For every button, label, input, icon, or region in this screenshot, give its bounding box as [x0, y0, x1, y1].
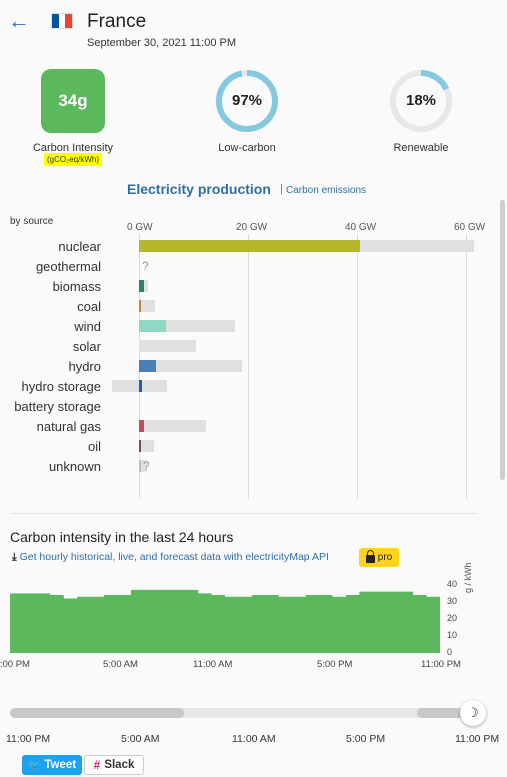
history-x-tick: 11:00 AM — [193, 659, 233, 670]
history-y-tick: 0 — [447, 647, 453, 657]
moon-icon: ☽ — [467, 705, 479, 720]
history-title: Carbon intensity in the last 24 hours — [10, 529, 234, 545]
timeline-night-segment — [416, 708, 475, 718]
twitter-bird-icon: 🐦 — [27, 759, 41, 771]
source-label: nuclear — [58, 239, 101, 254]
slack-logo-icon: # — [93, 758, 101, 772]
timeline-night-segment — [10, 708, 185, 718]
unknown-value-marker: ? — [143, 459, 150, 473]
section-divider — [10, 513, 478, 514]
back-arrow-icon[interactable]: ← — [8, 8, 30, 33]
by-source-label: by source — [10, 216, 54, 227]
timeline-tick: 5:00 PM — [346, 733, 386, 745]
slack-button[interactable]: # Slack — [84, 755, 144, 775]
history-y-tick: 30 — [447, 595, 458, 606]
source-label: battery storage — [14, 399, 101, 414]
production-bar — [139, 380, 142, 392]
france-flag-icon — [51, 13, 73, 29]
carbon-intensity-unit: (gCO₂eq/kWh) — [44, 153, 103, 166]
production-bar — [139, 300, 142, 312]
production-tab-title[interactable]: Electricity production — [127, 181, 271, 197]
pro-badge[interactable]: pro — [359, 548, 399, 567]
capacity-bar — [139, 340, 196, 352]
production-bar — [139, 360, 156, 372]
zone-name: France — [87, 11, 147, 32]
tab-separator: | — [280, 183, 283, 195]
x-tick-label: 60 GW — [454, 222, 486, 233]
source-label: geothermal — [35, 259, 101, 274]
zone-datetime: September 30, 2021 11:00 PM — [87, 37, 237, 49]
history-x-tick: 11:00 PM — [0, 659, 30, 670]
tweet-button-label: Tweet — [44, 759, 77, 771]
renewable-label: Renewable — [393, 142, 449, 154]
x-tick-label: 20 GW — [236, 222, 268, 233]
carbon-intensity-label: Carbon Intensity — [32, 142, 114, 154]
capacity-bar — [139, 420, 207, 432]
history-y-tick: 40 — [447, 578, 458, 589]
api-link[interactable]: ⤓ Get hourly historical, live, and forec… — [12, 551, 329, 564]
production-bar — [139, 240, 360, 252]
unknown-value-marker: ? — [142, 259, 149, 273]
history-x-tick: 11:00 PM — [421, 659, 461, 670]
x-tick-label: 0 GW — [127, 222, 153, 233]
renewable-value: 18% — [405, 92, 437, 109]
panel-scrollbar[interactable] — [500, 200, 505, 480]
source-label: coal — [77, 299, 101, 314]
carbon-intensity-history-chart[interactable] — [10, 578, 440, 653]
lock-icon — [365, 550, 375, 563]
timeline-tick: 5:00 AM — [121, 733, 160, 745]
pro-badge-label: pro — [377, 552, 393, 563]
source-label: hydro storage — [21, 379, 102, 394]
timeline-slider-knob[interactable]: ☽ — [460, 700, 486, 726]
low-carbon-gauge — [216, 70, 278, 132]
source-label: unknown — [48, 459, 101, 474]
history-x-tick: 5:00 AM — [103, 659, 138, 670]
renewable-gauge — [390, 70, 452, 132]
timeline-tick: 11:00 PM — [455, 733, 500, 745]
production-bar — [139, 280, 144, 292]
production-bar — [139, 420, 145, 432]
tweet-button[interactable]: 🐦 Tweet — [22, 755, 82, 775]
x-gridline — [248, 234, 249, 499]
x-gridline — [466, 234, 467, 499]
source-label: natural gas — [36, 419, 101, 434]
source-label: biomass — [52, 279, 101, 294]
timeline-tick: 11:00 PM — [6, 733, 51, 745]
history-area — [10, 589, 440, 653]
low-carbon-label: Low-carbon — [218, 142, 276, 154]
low-carbon-value: 97% — [231, 92, 263, 109]
slack-button-label: Slack — [104, 759, 135, 771]
history-y-tick: 20 — [447, 612, 458, 623]
history-y-tick: 10 — [447, 629, 458, 640]
source-label: hydro — [68, 359, 101, 374]
carbon-emissions-tab-link[interactable]: Carbon emissions — [286, 185, 367, 196]
api-link-text: Get hourly historical, live, and forecas… — [19, 551, 329, 563]
source-label: oil — [87, 439, 101, 454]
carbon-intensity-badge: 34g — [41, 69, 105, 133]
capacity-bar — [139, 300, 156, 312]
history-y-unit: g / kWh — [463, 562, 473, 593]
capacity-bar — [139, 360, 242, 372]
x-gridline — [357, 234, 358, 499]
download-icon: ⤓ — [12, 551, 17, 563]
source-label: wind — [74, 319, 101, 334]
production-bar — [139, 440, 141, 452]
production-bar — [139, 320, 167, 332]
production-bar — [139, 460, 141, 472]
capacity-bar — [139, 440, 154, 452]
history-x-tick: 5:00 PM — [317, 659, 353, 670]
x-tick-label: 40 GW — [345, 222, 377, 233]
capacity-bar — [139, 460, 147, 472]
timeline-tick: 11:00 AM — [232, 733, 276, 745]
source-label: solar — [72, 339, 101, 354]
timeline-slider-track[interactable] — [10, 708, 475, 718]
